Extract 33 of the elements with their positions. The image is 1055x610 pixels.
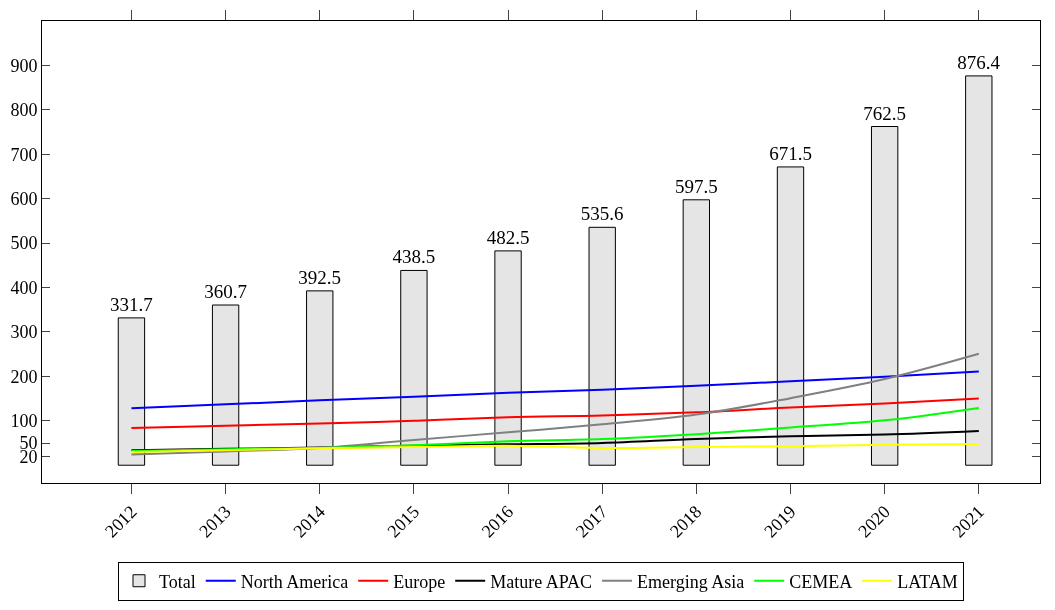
legend-label: Emerging Asia — [637, 571, 745, 592]
legend-label: Total — [159, 571, 196, 592]
y-tick-label: 500 — [10, 233, 38, 254]
y-tick-label: 700 — [10, 144, 38, 165]
line-series — [130, 352, 980, 456]
data-label: 762.5 — [863, 102, 907, 124]
legend-label: CEMEA — [789, 571, 853, 592]
data-label: 438.5 — [392, 246, 436, 268]
y-tick-label: 600 — [10, 188, 38, 209]
line-series — [130, 442, 980, 453]
line-series — [130, 406, 980, 453]
data-label: 597.5 — [674, 175, 718, 197]
y-tick-label: 400 — [10, 277, 38, 298]
line-series — [130, 397, 980, 429]
bar — [400, 269, 428, 466]
data-label: 331.7 — [110, 293, 153, 315]
y-tick-label: 100 — [10, 411, 38, 432]
data-label: 671.5 — [769, 142, 812, 164]
legend-label: Mature APAC — [490, 571, 593, 592]
y-tick-label: 300 — [10, 322, 38, 343]
legend-label: North America — [240, 571, 349, 592]
line-series — [130, 370, 980, 410]
legend-label: LATAM — [897, 571, 958, 592]
legend-label: Europe — [393, 571, 446, 592]
y-tick-label: 200 — [10, 366, 38, 387]
y-tick-label: 900 — [10, 55, 38, 76]
data-label: 876.4 — [957, 51, 1001, 73]
data-label: 360.7 — [204, 281, 247, 302]
bar — [211, 304, 240, 466]
data-label: 482.5 — [486, 226, 530, 248]
data-label: 535.6 — [580, 203, 624, 225]
data-label: 392.5 — [298, 266, 342, 288]
y-tick-label: 800 — [10, 100, 38, 121]
